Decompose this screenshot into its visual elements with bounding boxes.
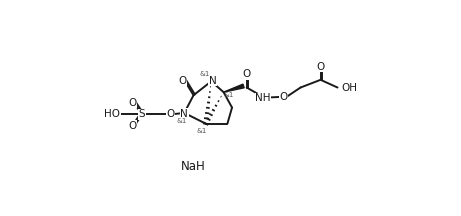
Text: S: S <box>139 110 145 119</box>
Text: N: N <box>209 76 217 86</box>
Text: &1: &1 <box>224 92 234 98</box>
Text: N: N <box>180 109 188 119</box>
Text: O: O <box>178 76 187 86</box>
Text: OH: OH <box>341 83 357 92</box>
Polygon shape <box>224 84 244 92</box>
Text: &1: &1 <box>200 71 210 77</box>
Text: NaH: NaH <box>181 160 206 173</box>
Text: O: O <box>316 62 325 72</box>
Text: O: O <box>129 98 137 108</box>
Text: &1: &1 <box>197 128 207 134</box>
Text: &1: &1 <box>176 118 186 124</box>
Text: O: O <box>242 69 251 79</box>
Text: NH: NH <box>255 93 271 103</box>
Text: O: O <box>129 121 137 131</box>
Text: O: O <box>166 110 175 119</box>
Text: HO: HO <box>104 110 120 119</box>
Text: O: O <box>279 92 288 102</box>
